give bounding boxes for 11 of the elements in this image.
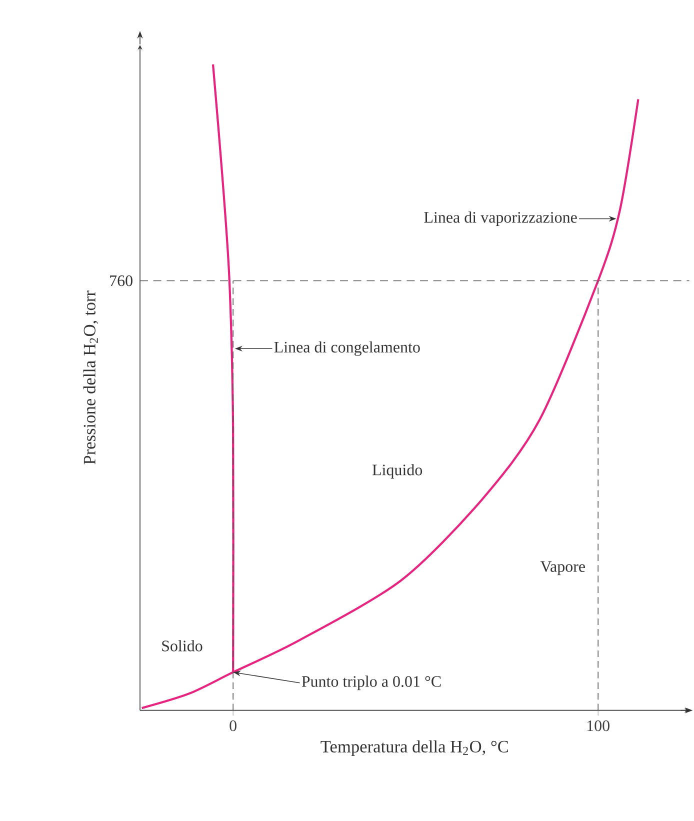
y-axis-title: Pressione della H$_{2}$O, torr — [83, 290, 98, 464]
annotation: Linea di vaporizzazione — [424, 212, 577, 226]
x-axis-title: Temperatura della H$_{2}$O, °C — [320, 740, 508, 756]
x-tick-label: 0 — [230, 720, 236, 732]
annotation: Solido — [162, 640, 202, 652]
text: 760 — [110, 275, 132, 286]
annotation: Linea di congelamento — [274, 341, 420, 356]
annotation: Liquido — [372, 464, 422, 479]
x-tick-label: 100 — [587, 720, 610, 732]
annotation: Vapore — [540, 561, 585, 576]
annotation: Punto triplo a 0.01 °C — [302, 676, 441, 690]
